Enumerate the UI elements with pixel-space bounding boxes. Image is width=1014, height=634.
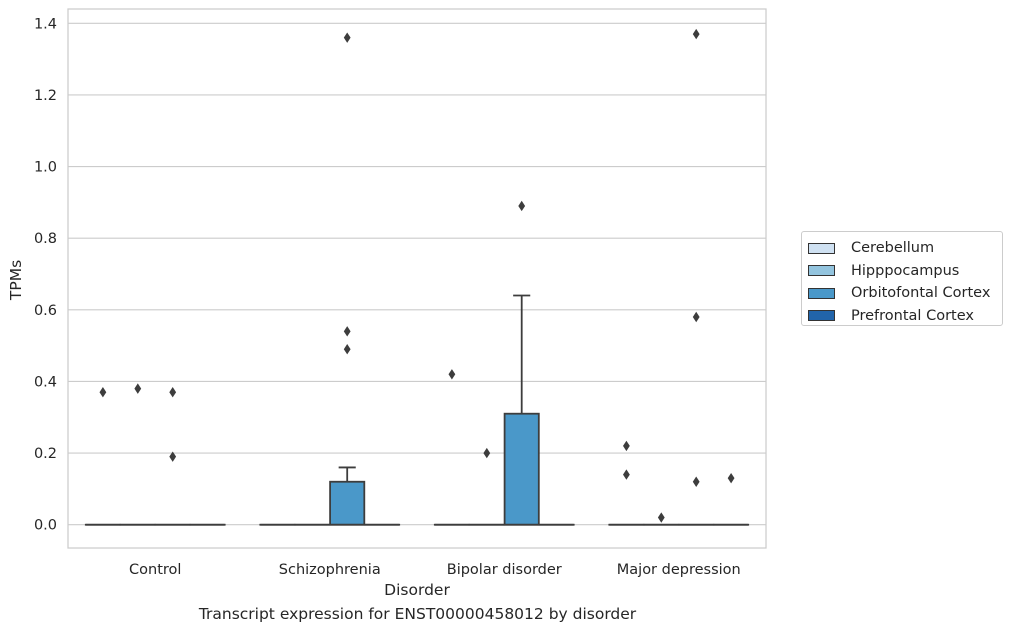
outlier-point	[448, 369, 456, 380]
y-tick-label: 1.2	[34, 88, 57, 104]
box-schizophrenia-orbitofontal-cortex	[329, 32, 366, 526]
box-major-depression-prefrontal-cortex	[713, 472, 750, 526]
legend-swatch-cerebellum	[808, 242, 835, 254]
outlier-point	[483, 447, 491, 459]
outlier-point	[692, 476, 700, 487]
x-tick-label: Major depression	[617, 562, 741, 578]
box-body	[329, 480, 366, 526]
legend-item-orbitofrontal-cortex: Orbitofontal Cortex	[808, 282, 1002, 305]
y-tick-label: 1.0	[34, 160, 57, 176]
outlier-point	[343, 344, 351, 355]
box-bipolar-disorder-cerebellum	[433, 369, 470, 526]
outlier-point	[343, 326, 351, 337]
outlier-point	[623, 440, 630, 452]
legend-item-hippocampus: Hipppocampus	[808, 260, 1002, 283]
legend-label-cerebellum: Cerebellum	[851, 240, 935, 257]
legend-item-cerebellum: Cerebellum	[808, 237, 1002, 260]
y-tick-label: 1.4	[34, 16, 57, 32]
legend-item-prefrontal-cortex: Prefrontal Cortex	[808, 305, 1002, 328]
y-axis-label: TPMs	[7, 260, 25, 301]
legend: Cerebellum Hipppocampus Orbitofontal Cor…	[801, 231, 1003, 326]
box-bipolar-disorder-orbitofontal-cortex	[503, 200, 540, 526]
legend-label-hippocampus: Hipppocampus	[851, 262, 960, 279]
x-tick-label: Schizophrenia	[279, 562, 381, 578]
x-tick-label: Bipolar disorder	[447, 562, 562, 578]
outlier-point	[692, 311, 700, 323]
figure-caption: Transcript expression for ENST0000045801…	[198, 605, 637, 623]
outlier-point	[518, 200, 526, 212]
box-body	[503, 412, 540, 526]
legend-label-orbitofrontal-cortex: Orbitofontal Cortex	[851, 285, 991, 302]
gridlines	[68, 22, 766, 526]
y-tick-labels: 0.0 0.2 0.4 0.6 0.8 1.0 1.2 1.4	[34, 16, 57, 533]
legend-label-prefrontal-cortex: Prefrontal Cortex	[851, 307, 974, 324]
box-bipolar-disorder-hipppocampus	[468, 447, 505, 526]
box-control-orbitofontal-cortex	[154, 387, 191, 526]
plot-frame	[67, 8, 767, 549]
y-tick-label: 0.0	[34, 518, 57, 534]
y-tick-label: 0.6	[34, 303, 57, 319]
outlier-point	[169, 451, 177, 462]
box-control-cerebellum	[84, 387, 121, 526]
outlier-point	[99, 387, 107, 398]
outlier-point	[343, 32, 351, 43]
y-tick-label: 0.8	[34, 231, 57, 247]
box-control-hipppocampus	[119, 383, 156, 526]
box-major-depression-orbitofontal-cortex	[678, 28, 715, 526]
outlier-point	[692, 28, 700, 40]
legend-swatch-prefrontal-cortex	[808, 310, 835, 322]
x-tick-label: Control	[129, 562, 181, 578]
legend-swatch-orbitofrontal-cortex	[808, 287, 835, 299]
box-major-depression-hipppocampus	[643, 512, 680, 526]
outlier-point	[623, 469, 630, 480]
outlier-point	[727, 472, 735, 484]
outlier-point	[657, 512, 665, 523]
x-tick-labels: Control Schizophrenia Bipolar disorder Majo…	[129, 562, 741, 578]
outlier-point	[169, 387, 177, 398]
x-axis-label: Disorder	[384, 581, 450, 599]
boxes	[84, 28, 750, 526]
y-tick-label: 0.2	[34, 446, 57, 462]
outlier-point	[134, 383, 142, 394]
y-tick-label: 0.4	[34, 374, 57, 390]
legend-swatch-hippocampus	[808, 265, 835, 277]
